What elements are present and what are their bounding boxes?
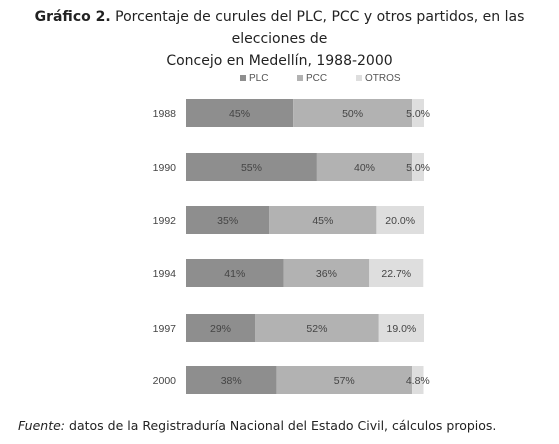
y-tick-label: 1990 <box>153 162 177 174</box>
bar-segment-otros <box>412 99 424 127</box>
chart-title: Gráfico 2. Porcentaje de curules del PLC… <box>0 6 559 72</box>
source-text: datos de la Registraduría Nacional del E… <box>69 418 497 433</box>
bar-segment-plc <box>186 314 256 342</box>
data-label-pcc: 45% <box>312 215 333 227</box>
data-label-pcc: 36% <box>316 268 337 280</box>
data-label-otros: 19.0% <box>386 323 416 335</box>
y-tick-label: 2000 <box>153 375 177 387</box>
data-label-plc: 55% <box>241 162 262 174</box>
legend-label-pcc: PCC <box>306 73 327 84</box>
chart-title-line-1: Gráfico 2. Porcentaje de curules del PLC… <box>0 6 559 50</box>
data-label-pcc: 57% <box>334 375 355 387</box>
source-note: Fuente: datos de la Registraduría Nacion… <box>18 418 558 433</box>
bar-segment-otros <box>378 314 424 342</box>
bar-segment-otros <box>412 153 424 181</box>
bar-segment-pcc <box>269 206 377 234</box>
legend-swatch-otros <box>356 75 362 81</box>
bar-segment-otros <box>376 206 424 234</box>
bar-segment-plc <box>186 99 294 127</box>
data-label-pcc: 50% <box>342 108 363 120</box>
data-label-plc: 45% <box>229 108 250 120</box>
data-label-plc: 29% <box>210 323 231 335</box>
bar-segment-plc <box>186 206 270 234</box>
source-label: Fuente: <box>18 418 66 433</box>
data-label-pcc: 52% <box>306 323 327 335</box>
bar-segment-pcc <box>283 259 370 287</box>
legend-swatch-pcc <box>297 75 303 81</box>
figure-number: Gráfico 2. <box>34 9 111 25</box>
bars: 1988 45% 50% 5.0% 1990 55% 40% 5.0% 1992 35% 45% 20… <box>153 99 430 394</box>
title-text-1: Porcentaje de curules del PLC, PCC y otr… <box>115 9 525 47</box>
bar-segment-plc <box>186 153 317 181</box>
data-label-plc: 35% <box>217 215 238 227</box>
y-tick-label: 1988 <box>153 108 177 120</box>
y-tick-label: 1992 <box>153 215 177 227</box>
data-label-pcc: 40% <box>354 162 375 174</box>
y-tick-label: 1997 <box>153 323 177 335</box>
chart-title-line-2: Concejo en Medellín, 1988-2000 <box>166 53 393 69</box>
bar-segment-otros <box>412 366 424 394</box>
legend-label-plc: PLC <box>249 73 268 84</box>
bar-segment-pcc <box>316 153 413 181</box>
bar-segment-plc <box>186 366 277 394</box>
legend-label-otros: OTROS <box>365 73 401 84</box>
y-tick-label: 1994 <box>153 268 177 280</box>
bar-segment-pcc <box>276 366 413 394</box>
data-label-otros: 5.0% <box>406 162 430 174</box>
legend: PLC PCC OTROS <box>240 73 401 84</box>
bar-segment-pcc <box>293 99 413 127</box>
bar-segment-pcc <box>255 314 379 342</box>
bar-segment-otros <box>369 259 424 287</box>
data-label-otros: 20.0% <box>385 215 415 227</box>
data-label-otros: 4.8% <box>406 375 430 387</box>
data-label-plc: 41% <box>224 268 245 280</box>
data-label-otros: 22.7% <box>381 268 411 280</box>
data-label-otros: 5.0% <box>406 108 430 120</box>
data-label-plc: 38% <box>221 375 242 387</box>
legend-swatch-plc <box>240 75 246 81</box>
bar-segment-plc <box>186 259 284 287</box>
